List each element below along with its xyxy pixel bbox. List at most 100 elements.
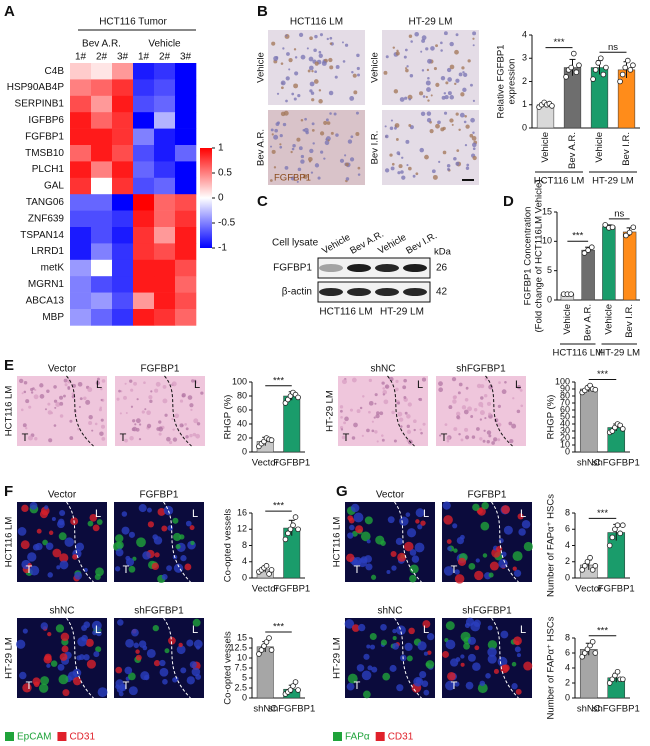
cell xyxy=(488,434,492,438)
cell xyxy=(185,427,189,431)
cell xyxy=(275,122,280,127)
colorbar xyxy=(200,148,212,248)
cell xyxy=(447,546,452,551)
cell xyxy=(29,501,38,510)
cell xyxy=(143,381,146,385)
cell xyxy=(383,70,388,75)
cell xyxy=(447,671,456,681)
cell xyxy=(326,37,329,41)
cell xyxy=(487,654,497,664)
cell xyxy=(516,653,522,658)
cell xyxy=(63,378,68,383)
cell xyxy=(180,667,187,674)
cell xyxy=(439,434,442,437)
cell xyxy=(368,378,372,383)
cell xyxy=(64,537,74,547)
heatmap-cell xyxy=(112,243,134,261)
heatmap-cell xyxy=(133,145,155,162)
cell xyxy=(456,415,460,419)
cell xyxy=(459,112,465,118)
cell xyxy=(313,48,317,53)
x-tick-label: Bev I.R. xyxy=(624,304,635,338)
x-tick-label: shNC xyxy=(577,704,601,715)
cell xyxy=(314,163,320,168)
region-label: L xyxy=(192,508,198,520)
region-label: L xyxy=(515,379,521,391)
cell xyxy=(422,95,426,98)
heatmap-cell xyxy=(154,194,176,211)
heatmap-cell xyxy=(70,177,92,195)
cell xyxy=(464,398,469,402)
cell xyxy=(179,399,184,403)
cell xyxy=(133,642,140,649)
cell xyxy=(362,690,371,699)
y-tick-label: 60 xyxy=(237,404,247,414)
cell xyxy=(271,133,274,136)
cell xyxy=(460,662,465,667)
cell xyxy=(472,31,477,36)
cell xyxy=(96,377,100,381)
condition-label: FGFBP1 xyxy=(141,364,180,375)
cell xyxy=(480,521,490,531)
cell xyxy=(340,409,343,413)
cell xyxy=(379,411,384,416)
cell xyxy=(115,548,124,557)
cell xyxy=(97,687,108,698)
cell xyxy=(77,637,87,647)
cell xyxy=(426,68,430,72)
row-label: C4B xyxy=(45,66,65,77)
cell xyxy=(142,551,151,560)
cell xyxy=(22,628,28,634)
cell xyxy=(313,79,319,84)
y-tick-label: 80 xyxy=(560,390,570,400)
cell xyxy=(454,569,460,575)
y-tick-label: 6 xyxy=(565,647,570,657)
heatmap-cell xyxy=(112,276,134,293)
panel-letter: A xyxy=(4,3,15,20)
data-point xyxy=(592,650,599,656)
heatmap-cell xyxy=(70,210,92,228)
x-tick-label: shNC xyxy=(577,458,601,469)
cell xyxy=(421,680,429,688)
heatmap-cell xyxy=(91,194,113,211)
cell xyxy=(399,97,405,102)
cell xyxy=(116,397,120,401)
cell xyxy=(398,417,404,422)
heatmap-cell xyxy=(154,243,176,261)
colorbar-tick-label: 0.5 xyxy=(218,168,232,179)
data-point xyxy=(266,635,272,641)
data-point xyxy=(630,224,637,231)
cell xyxy=(432,174,438,180)
cell xyxy=(447,167,450,171)
cell xyxy=(414,542,425,553)
y-axis-label: Number of FAPα⁺ HSCs xyxy=(546,494,557,597)
y-tick-label: 0 xyxy=(242,446,247,456)
cell xyxy=(67,385,71,389)
cell xyxy=(405,139,410,144)
cell xyxy=(21,504,29,513)
cell xyxy=(285,34,288,37)
cell xyxy=(475,558,480,563)
y-axis-label: RHGP (%) xyxy=(546,395,557,440)
cell xyxy=(445,81,449,85)
cell xyxy=(172,428,175,431)
cell xyxy=(292,143,296,148)
cell xyxy=(335,65,340,69)
blot-band xyxy=(319,264,343,272)
cell xyxy=(385,55,389,59)
heatmap-cell xyxy=(112,210,134,228)
cell xyxy=(195,433,201,439)
data-point xyxy=(568,291,574,297)
cell xyxy=(523,661,533,671)
cell xyxy=(355,525,364,534)
y-tick-label: 60 xyxy=(560,404,570,414)
cell xyxy=(319,131,325,136)
cell xyxy=(472,131,475,134)
region-label: T xyxy=(451,564,458,576)
cell xyxy=(32,677,41,686)
cell xyxy=(464,622,471,628)
cell xyxy=(115,666,123,674)
cell xyxy=(468,562,476,570)
cell xyxy=(455,78,460,83)
cell xyxy=(45,542,54,550)
